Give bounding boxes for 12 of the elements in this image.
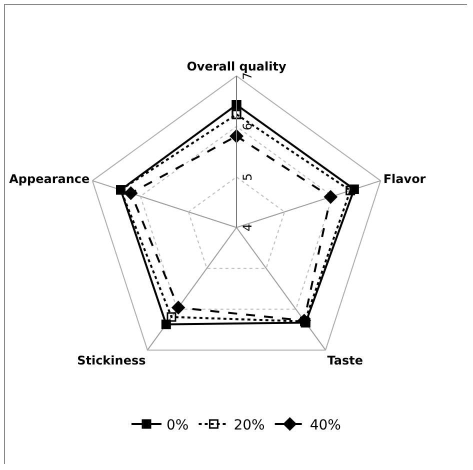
legend-label: 20% bbox=[234, 417, 265, 434]
y-tick-label: 7 bbox=[240, 72, 254, 80]
legend-label: 0% bbox=[166, 417, 189, 434]
spoke-label: Appearance bbox=[9, 172, 90, 186]
spoke-label: Overall quality bbox=[186, 60, 286, 74]
y-tick-label: 5 bbox=[240, 173, 254, 181]
y-tick-label: 6 bbox=[240, 122, 254, 130]
legend-label: 40% bbox=[310, 417, 341, 434]
spoke-label: Taste bbox=[327, 354, 364, 368]
spoke-label: Stickiness bbox=[77, 354, 146, 368]
spoke-label: Flavor bbox=[383, 172, 426, 186]
y-tick-label: 4 bbox=[240, 224, 254, 232]
